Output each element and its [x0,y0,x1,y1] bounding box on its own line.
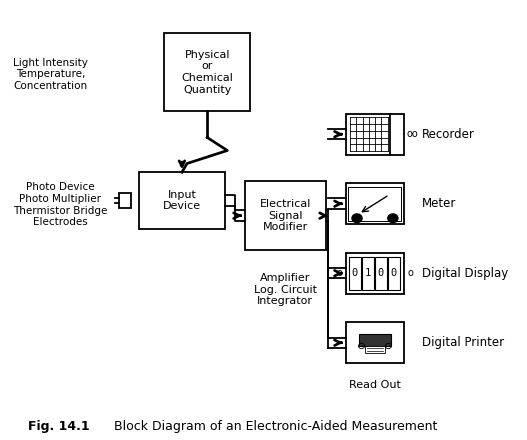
Text: Input
Device: Input Device [163,190,201,211]
Bar [119,193,131,208]
Bar [164,33,250,111]
Circle shape [388,214,398,223]
Text: Meter: Meter [422,197,456,210]
Text: Digital Printer: Digital Printer [422,336,504,349]
Bar [359,334,391,346]
Circle shape [352,214,362,223]
Bar [346,183,404,224]
Bar [362,257,374,290]
Text: Recorder: Recorder [422,128,474,141]
Text: Digital Display: Digital Display [422,267,508,280]
Bar [388,257,400,290]
Bar [349,257,361,290]
Bar [245,181,326,250]
Text: 0: 0 [352,268,358,278]
Bar [375,257,387,290]
Text: oo: oo [406,129,418,139]
Text: o: o [407,268,413,278]
Text: Block Diagram of an Electronic-Aided Measurement: Block Diagram of an Electronic-Aided Mea… [94,420,437,433]
Text: Fig. 14.1: Fig. 14.1 [28,420,90,433]
Text: Amplifier
Log. Circuit
Integrator: Amplifier Log. Circuit Integrator [254,273,317,306]
Text: 0: 0 [391,268,397,278]
Bar [348,187,402,221]
Bar [346,322,404,363]
Text: Light Intensity
Temperature,
Concentration: Light Intensity Temperature, Concentrati… [13,58,87,91]
Text: o: o [337,268,343,278]
Text: Photo Device
Photo Multiplier
Thermistor Bridge
Electrodes: Photo Device Photo Multiplier Thermistor… [13,183,108,227]
Text: 0: 0 [378,268,384,278]
Text: Physical
or
Chemical
Quantity: Physical or Chemical Quantity [181,50,233,95]
Bar [139,172,225,229]
Text: Electrical
Signal
Modifier: Electrical Signal Modifier [260,199,311,232]
Text: Read Out: Read Out [349,380,401,390]
Bar [346,114,404,155]
Bar [365,346,385,353]
Bar [346,253,404,294]
Text: 1: 1 [365,268,371,278]
